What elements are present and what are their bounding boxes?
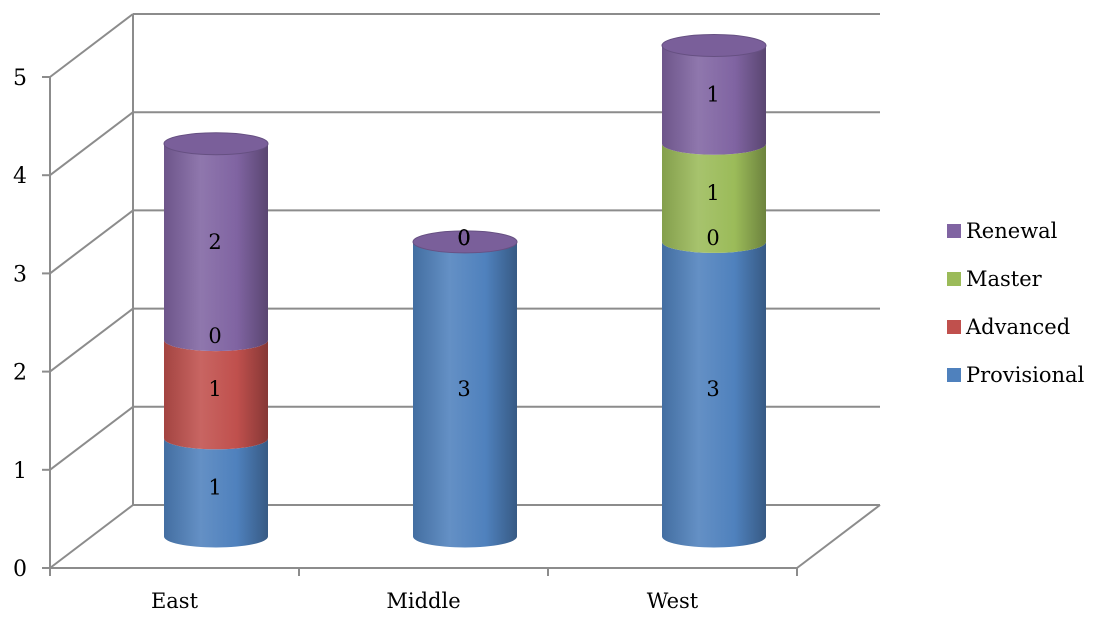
- gridline-side-3: [49, 209, 134, 275]
- floor-right-edge: [796, 504, 881, 569]
- legend-label-advanced: Advanced: [965, 315, 1070, 339]
- y-tick-label-1: 1: [13, 459, 27, 484]
- data-label-middle-renewal: 0: [457, 226, 470, 250]
- y-tick-label-0: 0: [13, 557, 27, 582]
- legend-item-advanced: Advanced: [947, 315, 1070, 339]
- data-label-east-advanced: 1: [208, 377, 221, 401]
- legend-swatch-renewal: [947, 224, 961, 238]
- data-label-west-provisional: 3: [706, 377, 719, 401]
- bar-cap-west: [661, 34, 767, 57]
- y-tick-label-4: 4: [13, 164, 27, 189]
- gridline-side-5: [49, 13, 134, 78]
- legend-swatch-advanced: [947, 320, 961, 334]
- bar-cap-east: [163, 132, 269, 156]
- bar-west-master: [662, 143, 766, 253]
- gridline-side-0: [49, 504, 134, 569]
- gridline-side-4: [49, 111, 134, 176]
- bar-cap-middle: [412, 230, 518, 254]
- gridline-side-2: [49, 307, 134, 373]
- bar-east-advanced: [164, 340, 268, 450]
- legend-label-master: Master: [966, 267, 1043, 291]
- legend-swatch-master: [947, 272, 961, 286]
- bar-east-renewal: [164, 143, 268, 352]
- bar-middle-provisional: [413, 241, 517, 548]
- data-label-middle-provisional: 3: [457, 377, 470, 401]
- legend-label-provisional: Provisional: [966, 363, 1085, 387]
- bar-east-provisional: [164, 438, 268, 548]
- bar-west-renewal: [662, 45, 766, 155]
- bar-west-provisional: [662, 241, 766, 548]
- legend-swatch-provisional: [947, 368, 961, 382]
- x-tick-label-east: East: [151, 589, 199, 613]
- data-label-middle-master: 0: [457, 226, 470, 250]
- gridline-side-1: [49, 406, 134, 471]
- plot-frame: [49, 14, 881, 569]
- x-tick-label-middle: Middle: [386, 589, 460, 613]
- bars: [163, 34, 767, 548]
- bar-stack-west: [661, 34, 767, 548]
- bar-stack-east: [163, 132, 269, 548]
- data-label-east-master: 0: [208, 324, 221, 348]
- legend-item-provisional: Provisional: [947, 363, 1085, 387]
- data-label-middle-advanced: 0: [457, 226, 470, 250]
- data-label-west-master: 1: [706, 181, 719, 205]
- y-tick-label-2: 2: [13, 361, 27, 386]
- data-label-east-renewal: 2: [208, 230, 221, 254]
- y-tick-label-3: 3: [13, 262, 27, 287]
- axes: 0 1 2 3 4 5 East Middle West: [13, 66, 798, 613]
- legend-item-renewal: Renewal: [947, 219, 1058, 243]
- legend-item-master: Master: [947, 267, 1043, 291]
- data-label-west-renewal: 1: [706, 83, 719, 107]
- legend-label-renewal: Renewal: [966, 219, 1058, 243]
- x-tick-label-west: West: [647, 589, 699, 613]
- legend: Renewal Master Advanced Provisional: [947, 219, 1085, 387]
- data-label-west-advanced: 0: [706, 226, 719, 250]
- y-tick-label-5: 5: [13, 66, 27, 91]
- data-label-east-provisional: 1: [208, 475, 221, 499]
- bar-stack-middle: [412, 230, 518, 548]
